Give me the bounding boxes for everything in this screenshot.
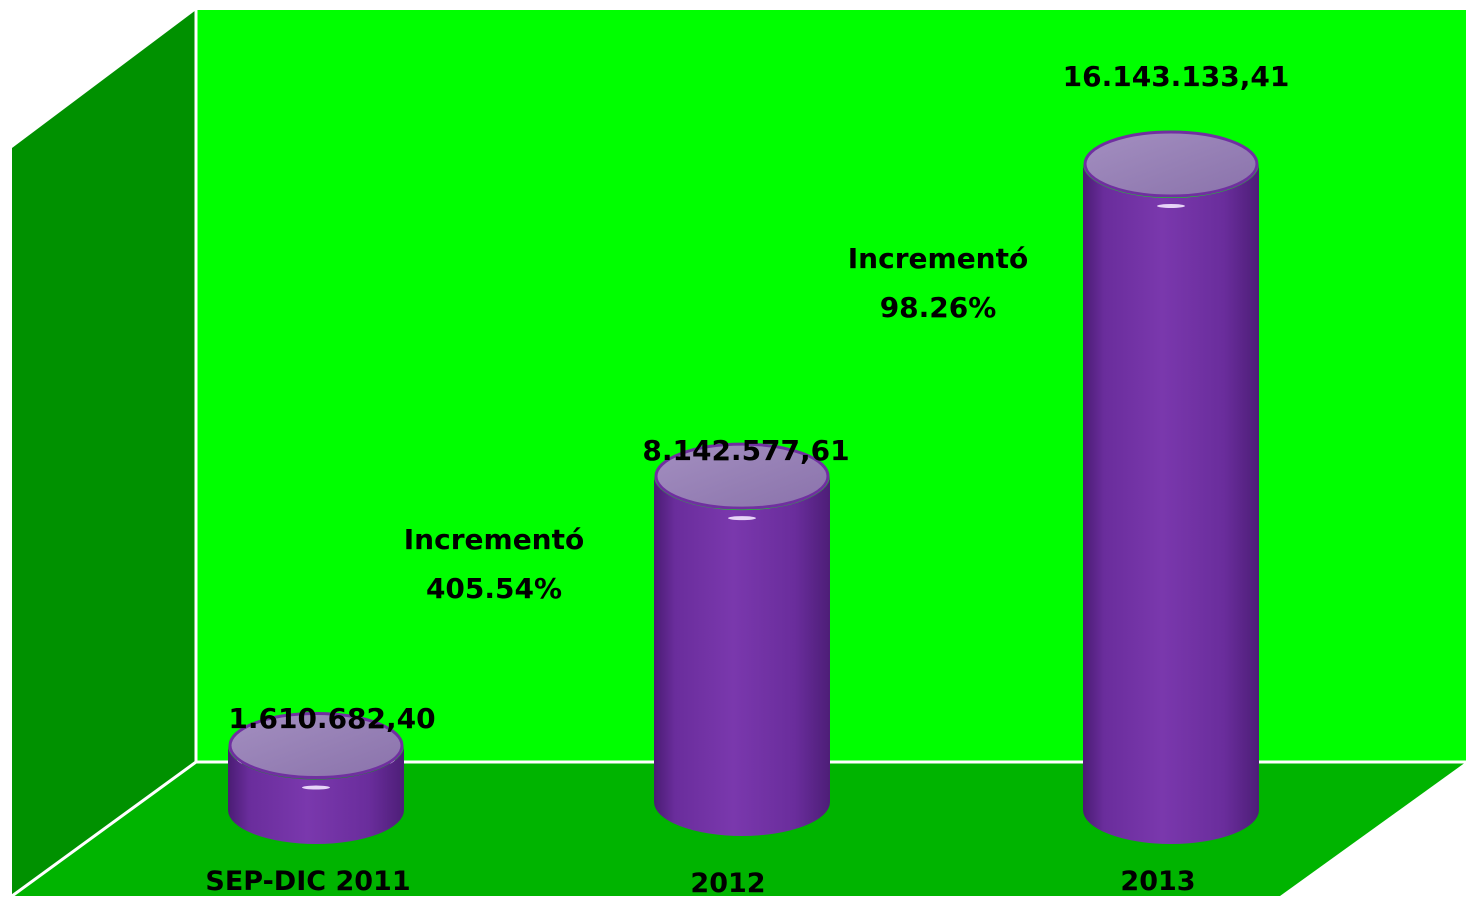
bars-layer (228, 130, 1259, 844)
bar-top (654, 442, 830, 510)
side-wall (12, 10, 196, 896)
increment-percent-1: 405.54% (426, 572, 562, 605)
value-label-sep-dic-2011: 1.610.682,40 (228, 702, 435, 735)
value-label-2012: 8.142.577,61 (642, 434, 849, 467)
category-label-sep-dic-2011: SEP-DIC 2011 (205, 866, 410, 897)
bar-body (228, 745, 404, 844)
value-label-2013: 16.143.133,41 (1063, 60, 1290, 93)
bar-highlight (1157, 204, 1185, 208)
floor-side-edge-line (11, 760, 197, 898)
bar-2013 (1083, 130, 1259, 844)
bar-sep-dic-2011 (228, 712, 404, 844)
bar-highlight (728, 516, 756, 521)
category-label-2013: 2013 (1120, 866, 1195, 897)
increment-label-2: Incrementó (848, 242, 1028, 275)
increment-label-1: Incrementó (404, 523, 584, 556)
bar-top (228, 712, 404, 780)
bar-top (1083, 130, 1259, 198)
back-wall (196, 10, 1466, 762)
bar-2012 (654, 442, 830, 836)
labels-layer: 1.610.682,40 8.142.577,61 16.143.133,41 … (205, 60, 1289, 899)
bar-highlight (302, 785, 330, 790)
bar-body (1083, 164, 1259, 844)
bar-body (654, 476, 830, 836)
category-label-2012: 2012 (690, 868, 765, 899)
increment-percent-2: 98.26% (880, 291, 997, 324)
